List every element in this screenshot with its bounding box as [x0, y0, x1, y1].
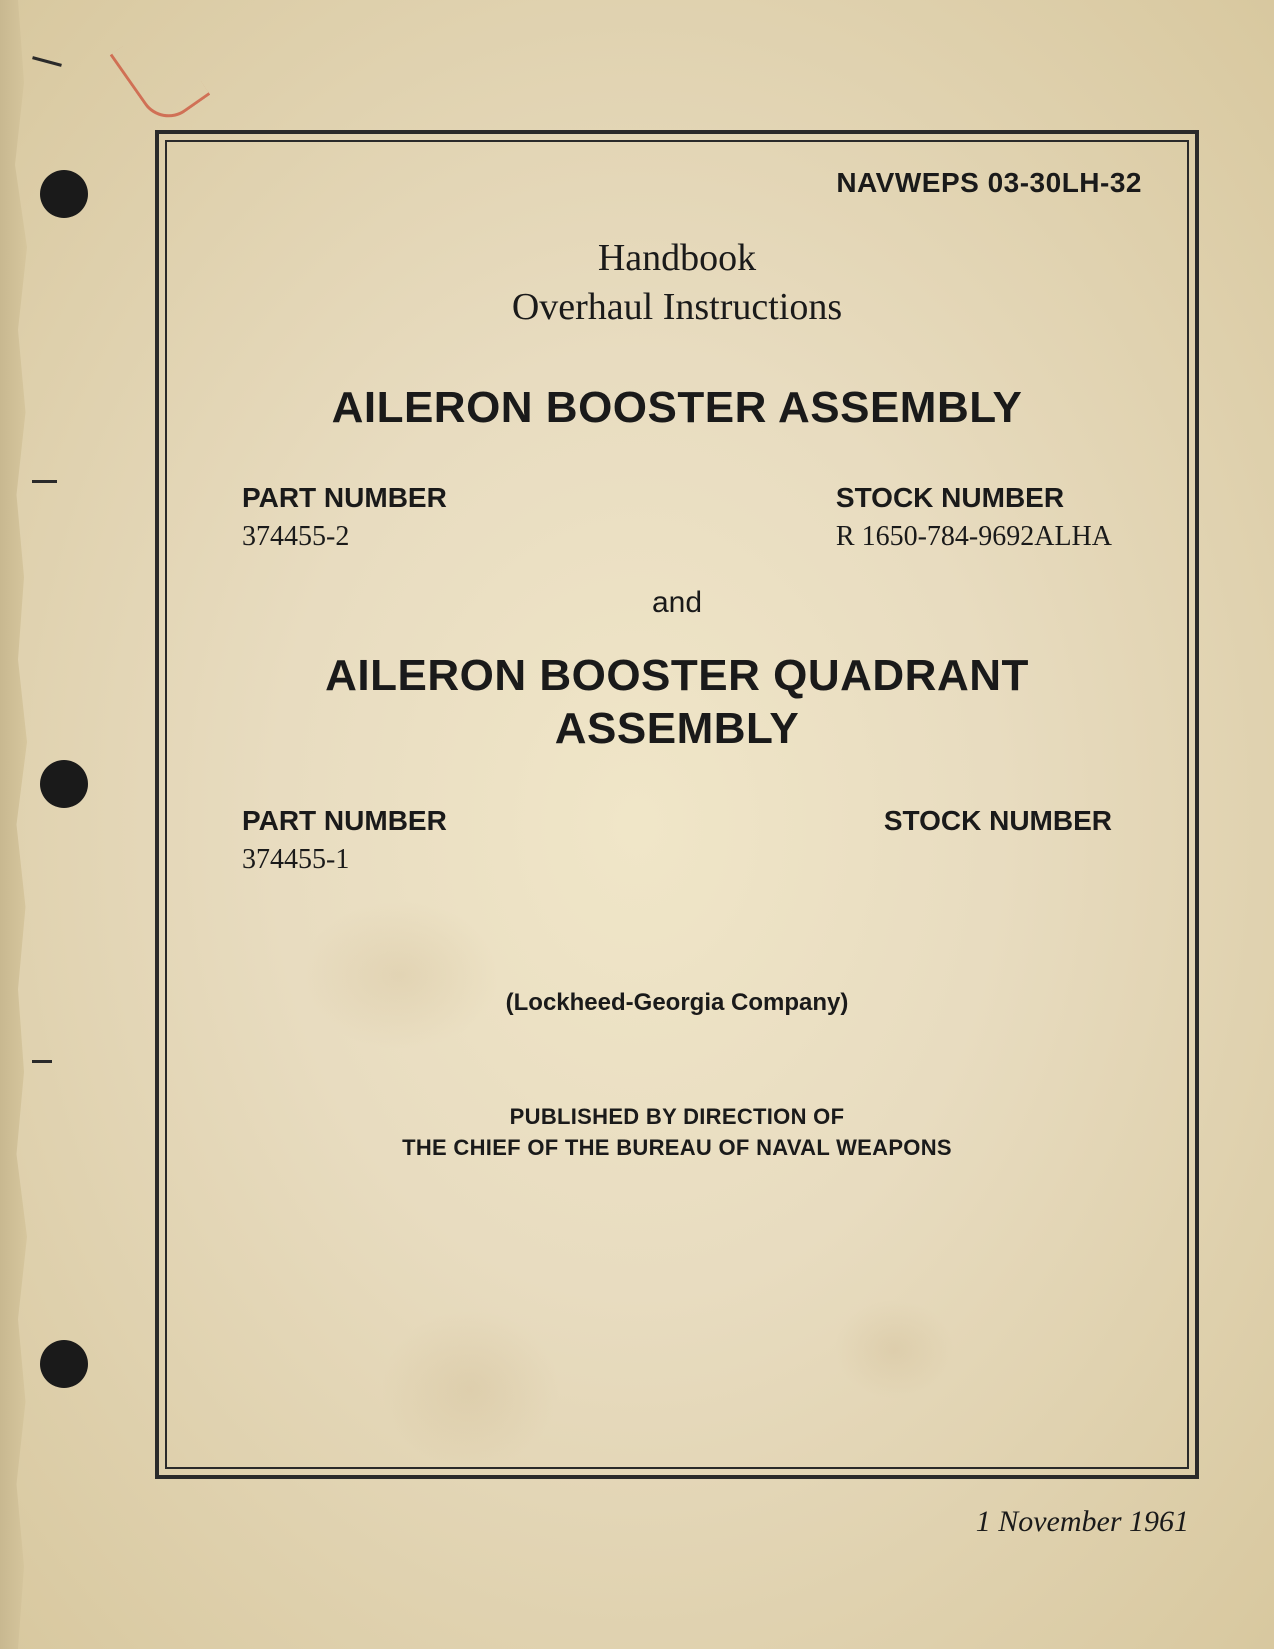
handbook-title: Handbook Overhaul Instructions: [212, 234, 1142, 333]
company-name: (Lockheed-Georgia Company): [212, 989, 1142, 1017]
handbook-line1: Handbook: [598, 237, 756, 279]
publisher-line2: THE CHIEF OF THE BUREAU OF NAVAL WEAPONS: [402, 1135, 952, 1160]
section2-part-column: PART NUMBER 374455-1: [242, 801, 447, 879]
section1-stock-column: STOCK NUMBER R 1650-784-9692ALHA: [836, 478, 1112, 556]
section1-numbers: PART NUMBER 374455-2 STOCK NUMBER R 1650…: [212, 478, 1142, 556]
publication-date: 1 November 1961: [976, 1505, 1189, 1539]
connector-word: and: [212, 586, 1142, 620]
stock-number-value: R 1650-784-9692ALHA: [836, 517, 1112, 556]
document-number: NAVWEPS 03-30LH-32: [212, 167, 1142, 199]
stock-number-label: STOCK NUMBER: [836, 478, 1112, 517]
punch-hole-icon: [40, 170, 88, 218]
stock-number-label: STOCK NUMBER: [884, 801, 1112, 840]
punch-hole-icon: [40, 1340, 88, 1388]
part-number-value: 374455-1: [242, 840, 447, 879]
section2-title-line2: ASSEMBLY: [555, 704, 799, 753]
section2-title-line1: AILERON BOOSTER QUADRANT: [325, 651, 1029, 700]
section2-numbers: PART NUMBER 374455-1 STOCK NUMBER: [212, 801, 1142, 879]
publisher-statement: PUBLISHED BY DIRECTION OF THE CHIEF OF T…: [212, 1102, 1142, 1164]
outer-border: NAVWEPS 03-30LH-32 Handbook Overhaul Ins…: [155, 130, 1199, 1479]
red-checkmark-icon: [110, 21, 211, 129]
edge-mark-icon: [32, 480, 57, 483]
document-page: NAVWEPS 03-30LH-32 Handbook Overhaul Ins…: [0, 0, 1274, 1649]
edge-mark-icon: [32, 1060, 52, 1063]
section2-stock-column: STOCK NUMBER: [884, 801, 1112, 879]
section1-part-column: PART NUMBER 374455-2: [242, 478, 447, 556]
handbook-line2: Overhaul Instructions: [512, 286, 842, 328]
publisher-line1: PUBLISHED BY DIRECTION OF: [510, 1104, 845, 1129]
part-number-label: PART NUMBER: [242, 478, 447, 517]
inner-border: NAVWEPS 03-30LH-32 Handbook Overhaul Ins…: [165, 140, 1189, 1469]
punch-hole-icon: [40, 760, 88, 808]
part-number-label: PART NUMBER: [242, 801, 447, 840]
torn-left-edge: [0, 0, 30, 1649]
section2-title: AILERON BOOSTER QUADRANT ASSEMBLY: [212, 650, 1142, 756]
part-number-value: 374455-2: [242, 517, 447, 556]
edge-mark-icon: [32, 56, 62, 67]
section1-title: AILERON BOOSTER ASSEMBLY: [212, 383, 1142, 433]
